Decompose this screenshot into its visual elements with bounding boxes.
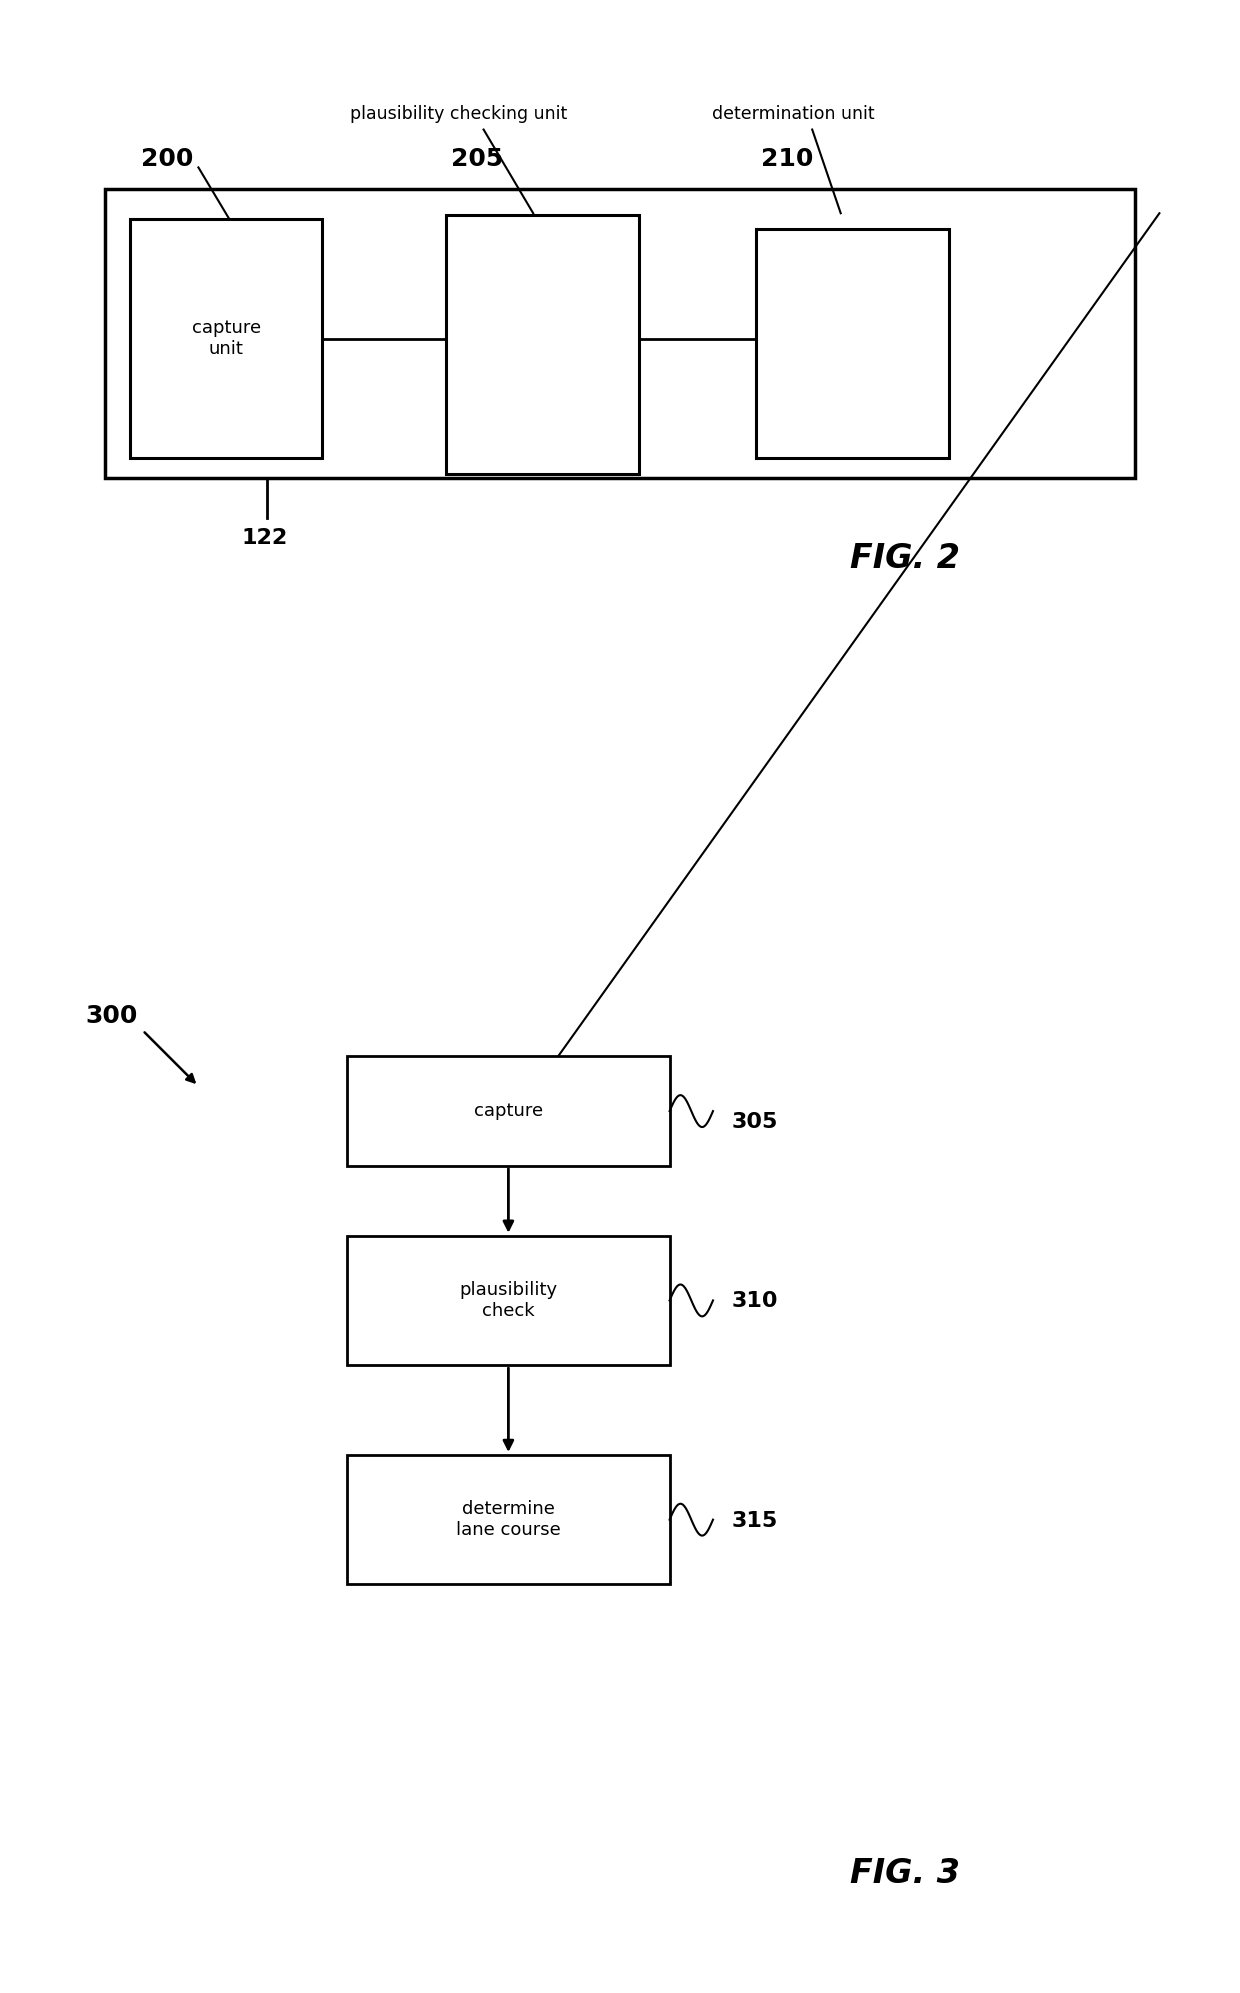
Text: 122: 122 [242, 528, 288, 548]
Text: plausibility
check: plausibility check [459, 1281, 558, 1319]
Text: determine
lane course: determine lane course [456, 1501, 560, 1539]
Bar [347, 1455, 670, 1584]
Text: 310: 310 [732, 1291, 779, 1311]
Text: 205: 205 [451, 147, 503, 171]
Text: determination unit: determination unit [712, 104, 875, 124]
Text: plausibility checking unit: plausibility checking unit [350, 104, 568, 124]
Text: capture: capture [474, 1102, 543, 1120]
Bar [347, 1236, 670, 1365]
Text: FIG. 3: FIG. 3 [851, 1857, 960, 1889]
Bar [105, 189, 1135, 478]
Text: 305: 305 [732, 1112, 777, 1132]
Text: 300: 300 [86, 1004, 138, 1028]
Bar [446, 215, 639, 474]
Bar [130, 219, 322, 458]
Bar [347, 1056, 670, 1166]
Bar [756, 229, 949, 458]
Text: capture
unit: capture unit [192, 319, 260, 359]
Text: 200: 200 [141, 147, 193, 171]
Text: FIG. 2: FIG. 2 [851, 542, 960, 574]
Text: 315: 315 [732, 1511, 777, 1531]
Text: 210: 210 [761, 147, 813, 171]
